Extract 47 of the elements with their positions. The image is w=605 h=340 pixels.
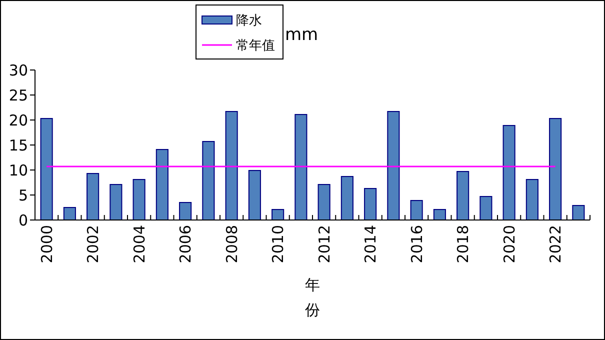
x-tick-label: 2008	[222, 225, 241, 264]
bar	[480, 196, 492, 220]
bar	[572, 205, 585, 220]
bar	[456, 171, 470, 220]
y-tick-label: 0	[18, 211, 28, 230]
x-tick-label: 2004	[130, 225, 148, 264]
bar	[387, 111, 400, 220]
x-tick-label: 2016	[408, 225, 426, 264]
bar	[433, 209, 446, 220]
bar	[40, 118, 53, 220]
bar	[202, 141, 215, 220]
bar	[86, 173, 100, 220]
y-tick-label: 20	[8, 111, 28, 130]
y-tick-label: 5	[18, 186, 28, 204]
x-tick-label: 2006	[176, 225, 195, 264]
bar	[502, 125, 516, 220]
bar	[179, 202, 192, 220]
legend-label: 降水	[236, 14, 262, 29]
bar	[110, 184, 122, 220]
x-tick-label: 2014	[362, 225, 380, 264]
bar	[318, 184, 330, 220]
bar	[225, 111, 238, 220]
bar	[410, 200, 423, 220]
x-tick-label: 2018	[454, 225, 472, 264]
x-tick-label: 2020	[500, 225, 518, 264]
bar	[340, 176, 354, 220]
x-tick-label: 2022	[546, 225, 565, 264]
y-tick-label: 30	[8, 61, 28, 80]
y-tick-label: 25	[8, 86, 28, 104]
bar	[294, 114, 308, 220]
bar	[272, 209, 284, 220]
bar	[248, 170, 261, 220]
bar	[549, 118, 562, 220]
bar	[364, 188, 377, 220]
bar	[526, 179, 538, 220]
y-tick-label: 15	[8, 136, 28, 154]
legend-label: 常年值	[236, 38, 275, 54]
y-tick-label: 10	[8, 161, 28, 180]
x-tick-label: 2002	[84, 225, 102, 264]
x-tick-label: 2010	[269, 225, 288, 264]
y-axis-title: mm	[285, 25, 318, 45]
x-axis-title: 年份	[305, 276, 320, 319]
x-tick-label: 2012	[315, 225, 334, 264]
bar	[156, 149, 168, 220]
x-tick-label: 2000	[38, 225, 56, 264]
bar	[132, 179, 146, 220]
bar	[63, 207, 76, 220]
